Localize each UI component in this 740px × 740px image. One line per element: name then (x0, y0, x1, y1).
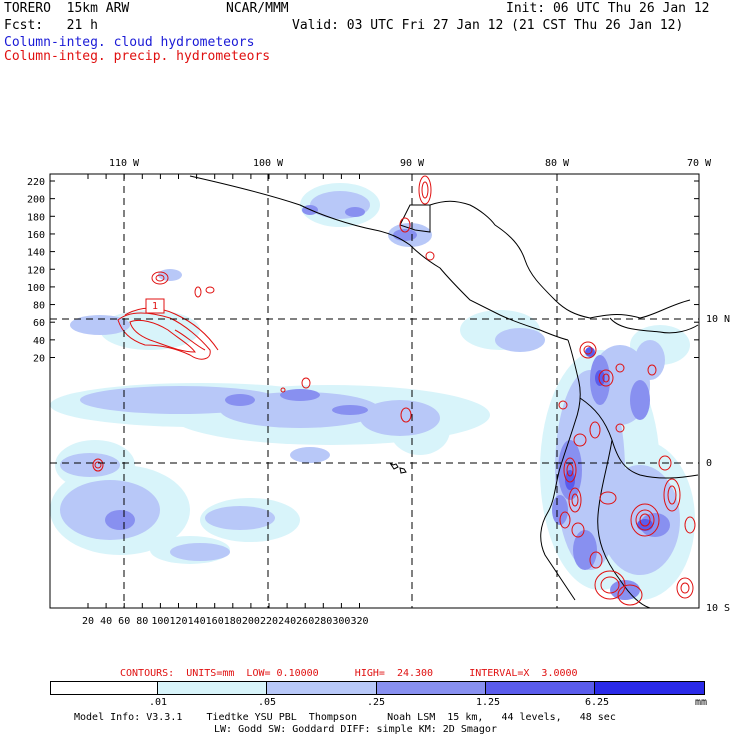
grid-y-label: 160 (27, 230, 45, 241)
grid-x-label: 240 (278, 616, 296, 627)
grid-y-label: 140 (27, 248, 45, 259)
grid-x-label: 220 (260, 616, 278, 627)
valid-time: Valid: 03 UTC Fri 27 Jan 12 (21 CST Thu … (292, 18, 684, 33)
colorbar (50, 681, 705, 695)
colorbar-unit: mm (695, 697, 708, 708)
latitude-label: 10 S (706, 603, 730, 614)
grid-y-label: 120 (27, 265, 45, 276)
grid-x-label: 200 (242, 616, 260, 627)
latitude-label: 10 N (706, 314, 730, 325)
latitude-label: 0 (706, 458, 712, 469)
grid-y-label: 220 (27, 177, 45, 188)
grid-y-label: 60 (33, 318, 45, 329)
station-marker (145, 298, 165, 314)
colorbar-bin (376, 682, 486, 694)
colorbar-threshold: 6.25 (585, 697, 610, 708)
colorbar-bin (267, 682, 377, 694)
field-cloud-label: Column-integ. cloud hydrometeors (4, 35, 255, 50)
grid-y-label: 80 (33, 301, 45, 312)
longitude-label: 90 W (400, 158, 425, 169)
grid-y-label: 20 (33, 354, 45, 365)
model-title: TORERO 15km ARW (4, 1, 130, 16)
grid-y-label: 40 (33, 336, 45, 347)
grid-x-label: 20 (82, 616, 94, 627)
colorbar-threshold: 1.25 (476, 697, 501, 708)
grid-y-label: 180 (27, 212, 45, 223)
colorbar-bin (158, 682, 268, 694)
coastlines (189, 175, 699, 608)
plot-border (49, 173, 700, 609)
model-info: Model Info: V3.3.1 Tiedtke YSU PBL Thomp… (74, 712, 616, 723)
field-precip-label: Column-integ. precip. hydrometeors (4, 49, 271, 64)
colorbar-bin (594, 682, 705, 694)
grid-x-label: 320 (350, 616, 368, 627)
grid-x-label: 300 (332, 616, 350, 627)
forecast-hour: Fcst: 21 h (4, 18, 98, 33)
grid-y-label: 200 (27, 195, 45, 206)
contour-info: CONTOURS: UNITS=mm LOW= 0.10000 HIGH= 24… (120, 668, 578, 679)
longitude-label: 70 W (687, 158, 712, 169)
longitude-label: 80 W (545, 158, 570, 169)
grid-x-label: 160 (206, 616, 224, 627)
grid-x-label: 180 (224, 616, 242, 627)
grid-y-label: 100 (27, 283, 45, 294)
colorbar-threshold: .05 (258, 697, 277, 708)
grid-x-label: 60 (118, 616, 130, 627)
grid-x-label: 120 (169, 616, 187, 627)
grid-x-label: 100 (151, 616, 169, 627)
colorbar-threshold: .01 (149, 697, 168, 708)
colorbar-bin (51, 682, 159, 694)
colorbar-bin (485, 682, 595, 694)
grid-x-label: 260 (296, 616, 314, 627)
organization-label: NCAR/MMM (226, 1, 289, 16)
init-time: Init: 06 UTC Thu 26 Jan 12 (506, 1, 710, 16)
longitude-label: 110 W (109, 158, 140, 169)
latlon-grid (50, 174, 699, 608)
model-physics: LW: Godd SW: Goddard DIFF: simple KM: 2D… (214, 724, 497, 735)
precip-contours (92, 175, 696, 606)
grid-x-label: 80 (136, 616, 148, 627)
colorbar-threshold: .25 (367, 697, 386, 708)
grid-x-label: 140 (188, 616, 206, 627)
station-marker-label: 1 (152, 301, 159, 312)
shade-darkest (565, 347, 653, 531)
longitude-label: 100 W (253, 158, 284, 169)
grid-x-label: 40 (100, 616, 112, 627)
grid-x-label: 280 (314, 616, 332, 627)
axis-ticks (50, 174, 699, 608)
